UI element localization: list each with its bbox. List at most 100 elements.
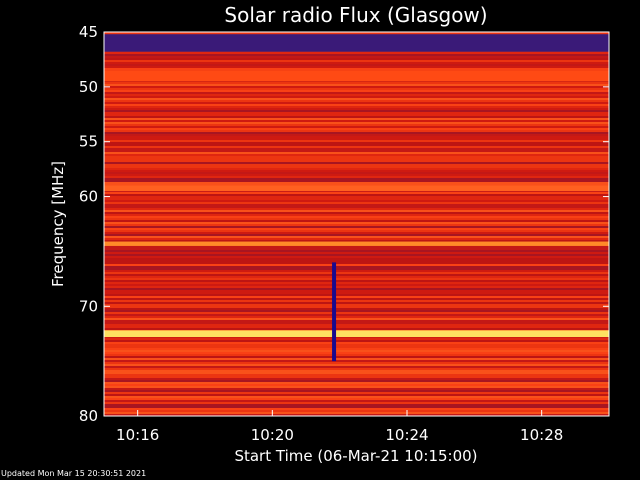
heatmap-row	[104, 170, 609, 172]
heatmap-row	[104, 268, 609, 270]
heatmap-row	[104, 88, 609, 90]
heatmap-row	[104, 280, 609, 282]
heatmap-row	[104, 142, 609, 144]
heatmap-row	[104, 62, 609, 64]
heatmap-row	[104, 344, 609, 346]
heatmap-row	[104, 310, 609, 312]
heatmap-row	[104, 366, 609, 368]
heatmap-row	[104, 166, 609, 168]
heatmap-row	[104, 224, 609, 226]
heatmap-row	[104, 264, 609, 266]
heatmap-row	[104, 250, 609, 252]
heatmap-row	[104, 164, 609, 166]
heatmap-row	[104, 108, 609, 110]
heatmap-row	[104, 312, 609, 314]
heatmap-row	[104, 230, 609, 232]
y-axis-label: Frequency [MHz]	[49, 161, 67, 287]
heatmap-row	[104, 410, 609, 412]
heatmap-row	[104, 314, 609, 316]
heatmap-row	[104, 154, 609, 156]
x-tick-label: 10:20	[251, 426, 294, 444]
heatmap-row	[104, 32, 609, 34]
heatmap-row	[104, 364, 609, 366]
heatmap-row	[104, 306, 609, 308]
heatmap-row	[104, 286, 609, 288]
heatmap-row	[104, 104, 609, 106]
heatmap-row	[104, 94, 609, 96]
heatmap-row	[104, 266, 609, 268]
heatmap-row	[104, 52, 609, 54]
heatmap-row	[104, 318, 609, 320]
heatmap-row	[104, 316, 609, 318]
heatmap-row	[104, 192, 609, 194]
heatmap-row	[104, 390, 609, 392]
heatmap-row	[104, 328, 609, 330]
updated-timestamp: Updated Mon Mar 15 20:30:51 2021	[1, 469, 147, 478]
heatmap-row	[104, 218, 609, 220]
heatmap-row	[104, 378, 609, 380]
heatmap-row	[104, 236, 609, 238]
heatmap-row	[104, 66, 609, 68]
heatmap-row	[104, 302, 609, 304]
y-tick-label: 45	[79, 23, 98, 41]
heatmap-row	[104, 350, 609, 352]
heatmap-row	[104, 150, 609, 152]
heatmap-row	[104, 178, 609, 180]
heatmap-row	[104, 240, 609, 242]
heatmap-row	[104, 134, 609, 136]
heatmap-row	[104, 58, 609, 60]
heatmap-row	[104, 294, 609, 296]
heatmap-row	[104, 376, 609, 378]
y-axis: 45 50 55 60 70 80	[79, 23, 609, 425]
heatmap-row	[104, 228, 609, 230]
heatmap-row	[104, 402, 609, 404]
heatmap-row	[104, 180, 609, 182]
heatmap-row	[104, 392, 609, 394]
heatmap-row	[104, 414, 609, 416]
heatmap-row	[104, 404, 609, 406]
heatmap-row	[104, 174, 609, 176]
x-axis-label: Start Time (06-Mar-21 10:15:00)	[234, 447, 477, 465]
heatmap-row	[104, 204, 609, 206]
heatmap-row	[104, 116, 609, 118]
heatmap-row	[104, 338, 609, 340]
y-tick-label: 50	[79, 78, 98, 96]
y-tick-label: 55	[79, 133, 98, 151]
heatmap-row	[104, 258, 609, 260]
heatmap-row	[104, 270, 609, 272]
heatmap-row	[104, 254, 609, 256]
heatmap-row	[104, 130, 609, 132]
heatmap-row	[104, 282, 609, 284]
heatmap-row	[104, 276, 609, 278]
heatmap-row	[104, 320, 609, 322]
heatmap-row	[104, 326, 609, 328]
heatmap-row	[104, 358, 609, 360]
heatmap-row	[104, 274, 609, 276]
heatmap-row	[104, 360, 609, 362]
heatmap-row	[104, 64, 609, 66]
heatmap-row	[104, 106, 609, 108]
heatmap-row	[104, 356, 609, 358]
heatmap-row	[104, 292, 609, 294]
heatmap-row	[104, 198, 609, 200]
heatmap-row	[104, 388, 609, 390]
heatmap-row	[104, 380, 609, 382]
heatmap-row	[104, 232, 609, 234]
heatmap-row	[104, 212, 609, 214]
heatmap-row	[104, 352, 609, 354]
heatmap-row	[104, 98, 609, 100]
heatmap-row	[104, 252, 609, 254]
plot-frame	[103, 31, 610, 417]
heatmap-row	[104, 290, 609, 292]
heatmap-row	[104, 278, 609, 280]
heatmap-row	[104, 238, 609, 240]
heatmap-row	[104, 208, 609, 210]
heatmap-row	[104, 118, 609, 120]
heatmap-row	[104, 162, 609, 164]
heatmap-row	[104, 68, 609, 70]
heatmap-row	[104, 300, 609, 302]
heatmap-row	[104, 176, 609, 178]
heatmap-row	[104, 220, 609, 222]
heatmap-row	[104, 82, 609, 84]
heatmap-row	[104, 124, 609, 126]
